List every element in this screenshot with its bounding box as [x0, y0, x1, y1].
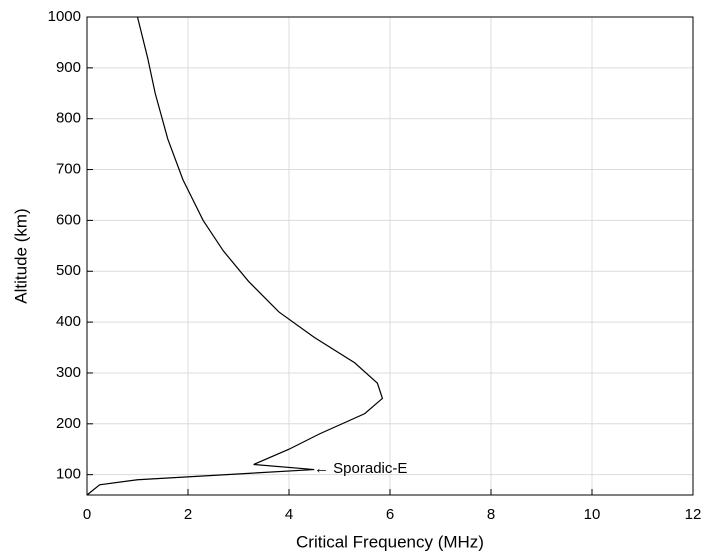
y-tick-label: 700	[56, 161, 81, 178]
x-tick-label: 10	[584, 506, 601, 523]
y-tick-label: 400	[56, 313, 81, 330]
y-tick-label: 1000	[48, 8, 81, 25]
x-tick-label: 8	[487, 506, 495, 523]
y-tick-label: 600	[56, 211, 81, 228]
x-tick-label: 12	[685, 506, 702, 523]
y-tick-label: 800	[56, 110, 81, 127]
y-tick-label: 200	[56, 415, 81, 432]
y-axis-label: Altitude (km)	[11, 208, 30, 303]
annotation: ← Sporadic-E	[314, 460, 407, 477]
y-tick-label: 500	[56, 262, 81, 279]
y-tick-label: 900	[56, 59, 81, 76]
y-tick-label: 100	[56, 466, 81, 483]
line	[86, 16, 384, 496]
x-tick-label: 4	[285, 506, 293, 523]
x-tick-label: 0	[83, 506, 91, 523]
y-tick-label: 300	[56, 364, 81, 381]
x-axis-label: Critical Frequency (MHz)	[296, 532, 484, 551]
plot-frame	[86, 16, 694, 496]
x-tick-label: 2	[184, 506, 192, 523]
x-tick-label: 6	[386, 506, 394, 523]
